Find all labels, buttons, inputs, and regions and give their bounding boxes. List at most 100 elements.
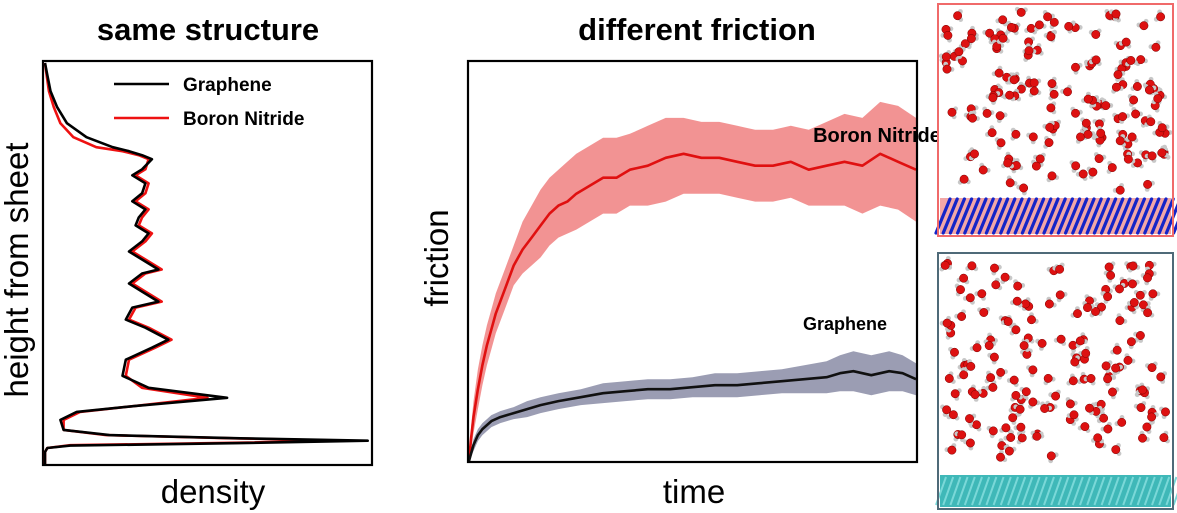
boron-nitride-snapshot xyxy=(934,3,1177,237)
oxygen-atom xyxy=(1101,361,1111,371)
oxygen-atom xyxy=(1136,403,1146,413)
nitrogen-bond xyxy=(1020,197,1039,235)
oxygen-atom xyxy=(947,445,957,455)
nitrogen-bond xyxy=(1157,197,1175,235)
oxygen-atom xyxy=(1147,412,1157,422)
oxygen-atom xyxy=(987,128,997,138)
oxygen-atom xyxy=(1024,46,1034,56)
oxygen-atom xyxy=(1107,163,1117,173)
oxygen-atom xyxy=(1083,129,1093,139)
oxygen-atom xyxy=(1132,82,1142,91)
oxygen-atom xyxy=(988,93,998,103)
carbon-bond xyxy=(1007,476,1019,506)
oxygen-atom xyxy=(1071,161,1081,171)
oxygen-atom xyxy=(959,273,969,283)
carbon-bond xyxy=(1064,476,1077,506)
oxygen-atom xyxy=(1142,422,1152,432)
carbon-bond xyxy=(1172,492,1177,506)
oxygen-atom xyxy=(1148,289,1158,299)
oxygen-atom xyxy=(1055,264,1065,274)
oxygen-atom xyxy=(1157,123,1167,133)
nitrogen-bond xyxy=(1107,197,1125,235)
oxygen-atom xyxy=(1034,20,1044,30)
carbon-bond xyxy=(1115,476,1127,506)
oxygen-atom xyxy=(959,174,969,184)
oxygen-atom xyxy=(979,308,989,317)
structure-lines xyxy=(43,62,369,464)
carbon-bond xyxy=(1035,476,1048,506)
oxygen-atom xyxy=(1004,446,1014,456)
oxygen-atom xyxy=(1055,290,1065,300)
oxygen-atom xyxy=(1151,42,1161,52)
oxygen-atom xyxy=(1044,299,1054,309)
oxygen-atom xyxy=(1111,445,1121,455)
oxygen-atom xyxy=(1078,169,1088,179)
oxygen-atom xyxy=(1103,292,1113,302)
oxygen-atom xyxy=(1035,154,1045,164)
oxygen-atom xyxy=(1091,30,1101,39)
annotation-boron-nitride: Boron Nitride xyxy=(813,125,941,147)
oxygen-atom xyxy=(1045,122,1055,132)
oxygen-atom xyxy=(1006,22,1016,32)
oxygen-atom xyxy=(1093,433,1103,443)
oxygen-atom xyxy=(1156,372,1166,382)
oxygen-atom xyxy=(1047,171,1057,181)
nitrogen-bond xyxy=(1099,197,1118,235)
oxygen-atom xyxy=(1071,62,1080,72)
nitrogen-bond xyxy=(1092,197,1111,235)
oxygen-atom xyxy=(1097,302,1106,312)
oxygen-atom xyxy=(1091,307,1100,316)
structure-line-graphene xyxy=(43,62,369,464)
oxygen-atom xyxy=(1065,399,1075,409)
oxygen-atom xyxy=(1131,109,1141,119)
oxygen-atom xyxy=(1013,281,1023,291)
oxygen-atom xyxy=(1159,433,1169,443)
nitrogen-bond xyxy=(1013,197,1031,235)
carbon-bond xyxy=(956,476,969,506)
carbon-bond xyxy=(992,476,1005,506)
oxygen-atom xyxy=(1111,363,1121,373)
friction-ylabel: friction xyxy=(418,209,455,306)
oxygen-atom xyxy=(953,11,963,21)
carbon-bond xyxy=(1079,476,1091,506)
oxygen-atom xyxy=(965,414,974,424)
oxygen-atom xyxy=(972,420,981,430)
carbon-bond xyxy=(1151,476,1163,506)
nitrogen-bond xyxy=(963,197,981,235)
oxygen-atom xyxy=(1049,89,1059,99)
graphene-snapshot xyxy=(935,252,1177,510)
carbon-bond xyxy=(1021,476,1034,506)
oxygen-atom xyxy=(1083,303,1092,313)
nitrogen-bond xyxy=(1143,197,1161,235)
oxygen-atom xyxy=(1115,284,1124,294)
structure-xlabel: density xyxy=(161,473,266,510)
oxygen-atom xyxy=(1029,86,1039,96)
oxygen-atom xyxy=(998,15,1008,25)
oxygen-atom xyxy=(1080,422,1090,432)
oxygen-atom xyxy=(1126,56,1136,65)
friction-panel: different friction Boron Nitride Graphen… xyxy=(418,12,941,510)
oxygen-atom xyxy=(1021,387,1031,397)
oxygen-atom xyxy=(1028,365,1038,375)
nitrogen-bond xyxy=(1135,197,1154,235)
oxygen-atom xyxy=(1017,433,1027,443)
oxygen-atom xyxy=(1126,337,1136,347)
oxygen-atom xyxy=(988,426,998,436)
oxygen-atom xyxy=(1117,417,1127,427)
oxygen-atom xyxy=(942,64,952,74)
oxygen-atom xyxy=(1143,179,1153,189)
oxygen-atom xyxy=(1088,167,1098,177)
carbon-bond xyxy=(1086,476,1099,506)
oxygen-atom xyxy=(1081,348,1091,358)
carbon-bond xyxy=(1057,476,1070,506)
oxygen-atom xyxy=(1086,374,1096,383)
oxygen-atom xyxy=(944,374,954,383)
oxygen-atom xyxy=(1103,374,1113,384)
oxygen-atom xyxy=(965,438,975,448)
oxygen-atom xyxy=(1081,118,1091,128)
oxygen-atom xyxy=(1144,85,1154,95)
oxygen-atom xyxy=(1001,423,1011,433)
oxygen-atom xyxy=(1015,404,1025,414)
oxygen-atom xyxy=(988,382,998,392)
oxygen-atom xyxy=(1153,94,1163,104)
